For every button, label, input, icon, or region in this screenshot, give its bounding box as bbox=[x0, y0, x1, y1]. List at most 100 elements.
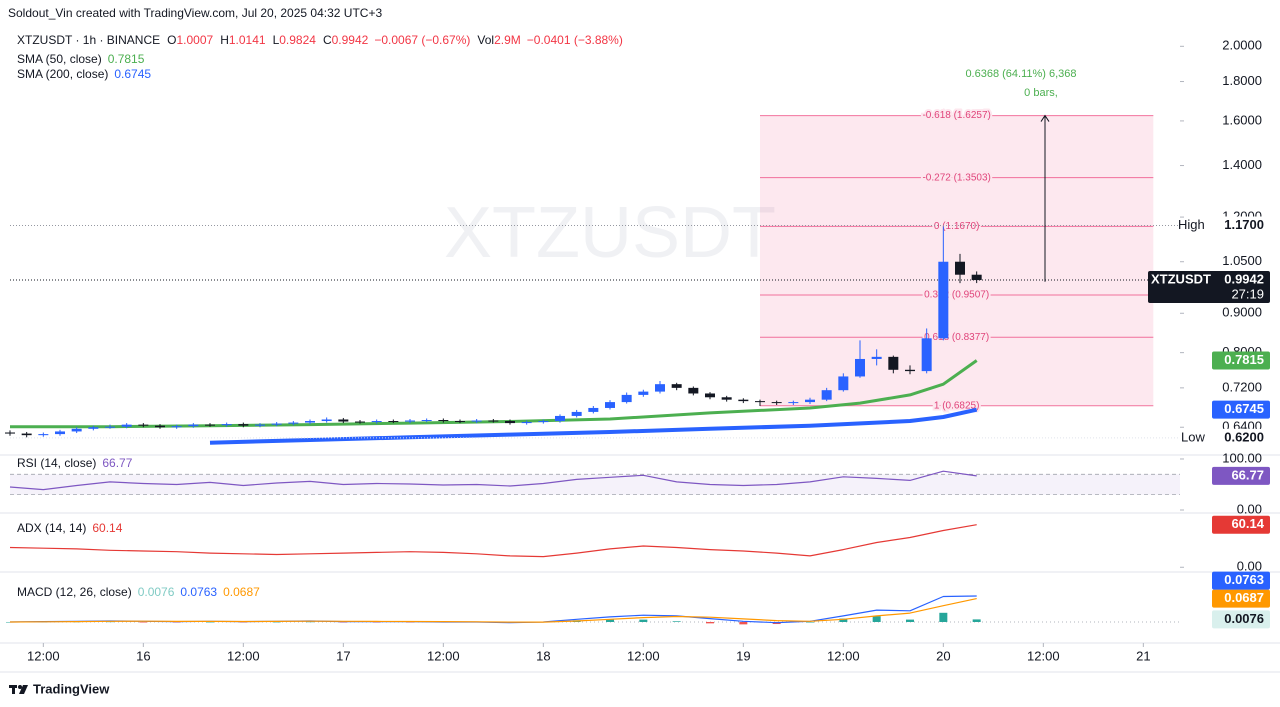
indicator-line bbox=[9, 598, 977, 623]
candle-body bbox=[971, 274, 982, 281]
candle-body bbox=[671, 384, 682, 388]
y-tick-label: 0.7200 bbox=[1222, 379, 1262, 394]
candle-body bbox=[421, 420, 432, 422]
candle-body bbox=[471, 420, 482, 422]
candle-body bbox=[138, 424, 149, 426]
candle-body bbox=[721, 397, 732, 400]
candle-body bbox=[321, 419, 332, 422]
fib-label: 0.382 (0.9507) bbox=[924, 290, 989, 301]
histogram-bar bbox=[272, 621, 281, 623]
candle-body bbox=[405, 420, 415, 422]
candle-body bbox=[455, 421, 465, 423]
x-tick-label: 17 bbox=[336, 648, 350, 663]
sma-label-box bbox=[1212, 351, 1270, 370]
candle-body bbox=[5, 432, 15, 434]
histogram-bar bbox=[806, 621, 814, 623]
x-tick-label: 20 bbox=[936, 648, 950, 663]
histogram-bar bbox=[406, 621, 414, 623]
y-tick-label: 1.0500 bbox=[1222, 253, 1262, 268]
x-tick-label: 12:00 bbox=[827, 648, 860, 663]
y-tick-label: 0.00 bbox=[1237, 559, 1262, 574]
pane-legend: MACD (12, 26, close) 0.0076 0.0763 0.0687 bbox=[17, 585, 260, 599]
candle-body bbox=[288, 422, 299, 424]
symbol: XTZUSDT · 1h · BINANCE bbox=[17, 33, 160, 47]
sma-label-text: 0.7815 bbox=[1224, 352, 1264, 367]
candle-body bbox=[521, 422, 532, 424]
x-tick-label: 12:00 bbox=[627, 648, 660, 663]
histogram-bar bbox=[606, 619, 614, 622]
histogram-bar bbox=[672, 621, 681, 622]
pane-legend: RSI (14, close) 66.77 bbox=[17, 456, 133, 470]
candle-body bbox=[805, 399, 815, 403]
candle-body bbox=[705, 393, 715, 398]
pane-value-box bbox=[1212, 515, 1270, 534]
ohlc-key: O bbox=[167, 33, 176, 47]
legend-name: ADX (14, 14) bbox=[17, 521, 86, 535]
sma-label-box bbox=[1212, 400, 1270, 419]
ohlc-key: H bbox=[220, 33, 229, 47]
histogram-bar bbox=[239, 621, 248, 623]
candle-body bbox=[221, 424, 232, 426]
histogram-bar bbox=[6, 621, 14, 623]
candle-body bbox=[621, 394, 632, 403]
histogram-bar bbox=[939, 612, 948, 622]
candle-body bbox=[388, 421, 399, 423]
sma-label-text: 0.6745 bbox=[1224, 401, 1264, 416]
y-tick-label: 1.4000 bbox=[1222, 157, 1262, 172]
histogram-bar bbox=[839, 618, 848, 622]
overlay-legend: SMA (50, close) 0.7815 bbox=[17, 52, 145, 66]
histogram-bar bbox=[206, 621, 214, 623]
legend-name: SMA (50, close) bbox=[17, 52, 102, 66]
legend-symbol: XTZUSDT · 1h · BINANCE O1.0007 H1.0141 L0.9… bbox=[17, 33, 623, 47]
candle-body bbox=[571, 411, 582, 416]
legend-name: RSI (14, close) bbox=[17, 456, 96, 470]
last-price-tag: XTZUSDT bbox=[1151, 271, 1211, 286]
candle-body bbox=[71, 428, 82, 432]
candle-body bbox=[188, 424, 199, 427]
x-tick-label: 12:00 bbox=[227, 648, 260, 663]
candle-body bbox=[488, 420, 499, 422]
candle-body bbox=[38, 434, 49, 436]
watermark: XTZUSDT bbox=[444, 193, 776, 273]
candle-body bbox=[171, 426, 182, 428]
pane-legend: ADX (14, 14) 60.14 bbox=[17, 521, 123, 535]
candle-body bbox=[955, 261, 965, 275]
ohlc-key: Vol bbox=[477, 33, 494, 47]
ohlc-value: 1.0007 bbox=[176, 33, 213, 47]
candle-body bbox=[688, 387, 699, 394]
histogram-bar bbox=[706, 621, 714, 624]
histogram-bar bbox=[372, 621, 381, 623]
low-label-box bbox=[1212, 428, 1270, 447]
legend-value: 0.7815 bbox=[108, 52, 145, 66]
candle-body bbox=[538, 421, 549, 423]
candle-body bbox=[555, 415, 565, 422]
ohlc-value: 2.9M bbox=[494, 33, 521, 47]
candle-body bbox=[205, 424, 215, 426]
high-tag: High bbox=[1178, 217, 1205, 232]
x-tick-label: 12:00 bbox=[1027, 648, 1060, 663]
pane-value-box bbox=[1212, 589, 1270, 608]
y-tick-label: 1.6000 bbox=[1222, 112, 1262, 127]
candle-body bbox=[155, 425, 165, 428]
pane-value-text: 60.14 bbox=[1231, 516, 1264, 531]
candle-body bbox=[905, 369, 915, 372]
x-tick-label: 18 bbox=[536, 648, 550, 663]
candle-body bbox=[838, 376, 849, 391]
y-tick-label: 1.8000 bbox=[1222, 73, 1262, 88]
low-tag: Low bbox=[1181, 429, 1205, 444]
legend-name: SMA (200, close) bbox=[17, 67, 108, 81]
high-label-box bbox=[1212, 216, 1270, 235]
histogram-bar bbox=[872, 616, 881, 622]
sma-line bbox=[209, 407, 978, 445]
low-label-text: 0.6200 bbox=[1224, 429, 1264, 444]
candle-body bbox=[588, 407, 599, 412]
pane-value-text: 0.0076 bbox=[1224, 611, 1264, 626]
brand: TradingView bbox=[33, 681, 110, 696]
fib-label: -0.272 (1.3503) bbox=[922, 172, 990, 183]
logo-part bbox=[19, 685, 28, 694]
candle-body bbox=[505, 421, 515, 424]
candle-body bbox=[605, 402, 615, 408]
candle-body bbox=[88, 427, 99, 429]
legend-name: MACD (12, 26, close) bbox=[17, 585, 132, 599]
